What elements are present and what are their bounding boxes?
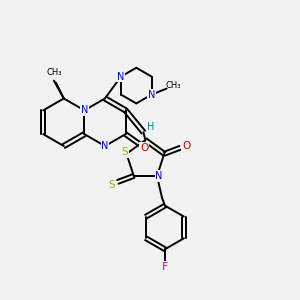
Text: H: H bbox=[147, 122, 154, 132]
Text: S: S bbox=[121, 147, 128, 157]
Text: O: O bbox=[140, 143, 148, 153]
Text: N: N bbox=[117, 72, 124, 82]
Text: O: O bbox=[182, 141, 190, 151]
Text: N: N bbox=[155, 171, 163, 181]
Text: N: N bbox=[117, 72, 124, 82]
Text: N: N bbox=[148, 89, 155, 100]
Text: F: F bbox=[162, 262, 168, 272]
Text: CH₃: CH₃ bbox=[46, 68, 62, 77]
Text: N: N bbox=[81, 105, 88, 116]
Text: N: N bbox=[101, 141, 109, 151]
Text: CH₃: CH₃ bbox=[166, 81, 181, 90]
Text: S: S bbox=[109, 180, 115, 190]
